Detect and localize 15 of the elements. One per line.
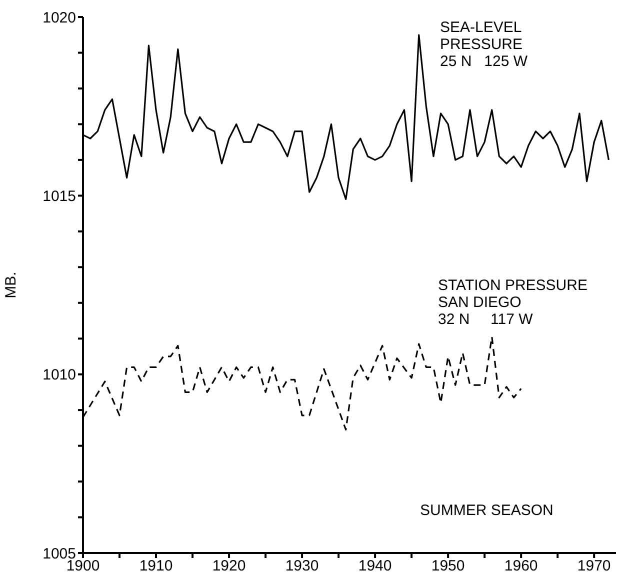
x-tick-label: 1940 [358,558,392,575]
y-tick-label: 1010 [42,366,76,384]
annotation: SEA-LEVEL PRESSURE 25 N 125 W [440,19,528,70]
x-tick-label: 1950 [431,558,465,575]
annotation: SUMMER SEASON [420,502,554,519]
y-tick-label: 1015 [42,188,76,205]
x-tick-label: 1930 [285,558,319,575]
y-tick-label: 1020 [42,9,76,26]
x-tick-label: 1910 [139,558,173,575]
x-tick-label: 1970 [577,558,611,575]
x-tick-label: 1900 [66,558,100,575]
y-axis-title: MB. [2,272,20,298]
annotation: STATION PRESSURE SAN DIEGO 32 N 117 W [438,277,588,328]
x-tick-label: 1920 [212,558,246,575]
x-tick-label: 1960 [504,558,538,575]
